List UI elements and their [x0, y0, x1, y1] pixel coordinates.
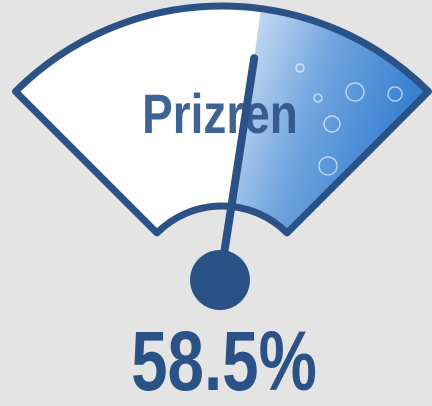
bubble [323, 115, 341, 133]
gauge-outline [12, 2, 432, 237]
value-label: 58.5% [131, 314, 317, 406]
gauge-fill [234, 8, 429, 233]
bubble [345, 82, 365, 102]
bubble [387, 86, 403, 102]
bubble [313, 93, 323, 103]
needle-hub [190, 250, 250, 310]
gauge [12, 2, 432, 310]
bubble [295, 63, 305, 73]
chart-title: Prizren [142, 82, 298, 144]
bubble [318, 156, 338, 176]
needle [216, 54, 259, 284]
